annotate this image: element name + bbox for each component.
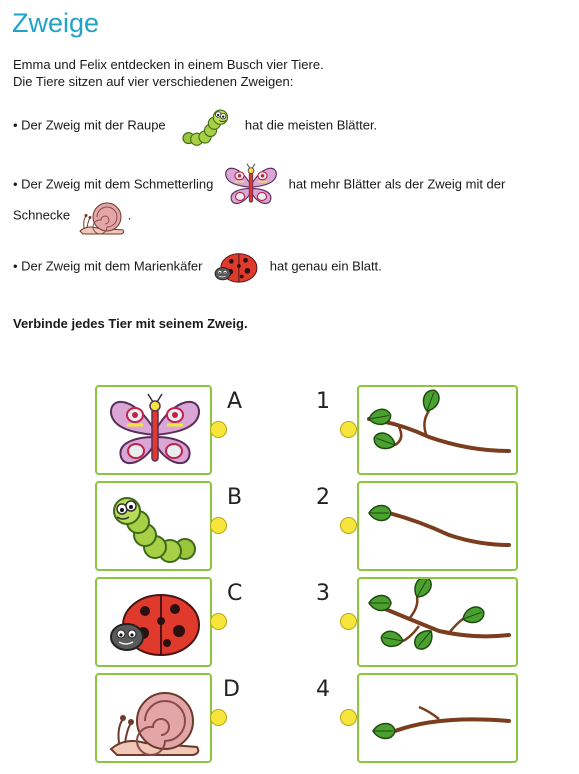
branch-label-1: 1 bbox=[316, 389, 330, 414]
intro-line-2: Die Tiere sitzen auf vier verschiedenen … bbox=[13, 74, 294, 89]
connect-dot-4[interactable] bbox=[340, 709, 357, 726]
clue-2-text-before: • Der Zweig mit dem Schmetterling bbox=[13, 176, 214, 192]
branch-box-1[interactable] bbox=[357, 385, 518, 475]
branch-label-4: 4 bbox=[316, 677, 330, 702]
clue-3-text-after: hat genau ein Blatt. bbox=[269, 258, 382, 274]
connect-dot-C[interactable] bbox=[210, 613, 227, 630]
branch-icon bbox=[366, 387, 511, 453]
connect-dot-D[interactable] bbox=[210, 709, 227, 726]
butterfly-icon bbox=[109, 392, 201, 465]
clue-2-text-after: hat mehr Blätter als der Zweig mit der bbox=[288, 176, 506, 192]
instruction: Verbinde jedes Tier mit seinem Zweig. bbox=[13, 316, 248, 331]
animal-label-A: A bbox=[227, 389, 243, 414]
branch-box-2[interactable] bbox=[357, 481, 518, 571]
clue-2-text-line2: Schnecke bbox=[13, 207, 71, 223]
caterpillar-icon bbox=[113, 497, 196, 563]
page-title: Zweige bbox=[12, 8, 100, 38]
ladybug-icon bbox=[110, 594, 200, 656]
branch-icon bbox=[368, 579, 511, 654]
snail-icon bbox=[110, 692, 200, 756]
snail-icon bbox=[76, 196, 128, 236]
branch-box-3[interactable] bbox=[357, 577, 518, 667]
connect-dot-A[interactable] bbox=[210, 421, 227, 438]
butterfly-icon bbox=[221, 162, 281, 208]
animal-label-D: D bbox=[223, 677, 240, 702]
animal-box-ladybug[interactable] bbox=[95, 577, 212, 667]
ladybug-icon bbox=[210, 248, 262, 286]
branch-box-4[interactable] bbox=[357, 673, 518, 763]
animal-label-C: C bbox=[227, 581, 243, 606]
clue-1-text-after: hat die meisten Blätter. bbox=[244, 117, 378, 133]
animal-box-caterpillar[interactable] bbox=[95, 481, 212, 571]
connect-dot-1[interactable] bbox=[340, 421, 357, 438]
clue-1-text-before: • Der Zweig mit der Raupe bbox=[13, 117, 166, 133]
clue-caterpillar: • Der Zweig mit der Raupe hat die meiste… bbox=[13, 104, 377, 148]
connect-dot-3[interactable] bbox=[340, 613, 357, 630]
branch-label-3: 3 bbox=[316, 581, 330, 606]
caterpillar-icon bbox=[173, 104, 237, 148]
intro-line-1: Emma und Felix entdecken in einem Busch … bbox=[13, 57, 324, 72]
animal-box-snail[interactable] bbox=[95, 673, 212, 763]
clue-3-text-before: • Der Zweig mit dem Marienkäfer bbox=[13, 258, 203, 274]
intro-text: Emma und Felix entdecken in einem Busch … bbox=[13, 56, 324, 90]
connect-dot-B[interactable] bbox=[210, 517, 227, 534]
clue-ladybug: • Der Zweig mit dem Marienkäfer hat gena… bbox=[13, 248, 382, 286]
clue-butterfly: • Der Zweig mit dem Schmetterling hat me… bbox=[13, 162, 573, 208]
branch-label-2: 2 bbox=[316, 485, 330, 510]
animal-label-B: B bbox=[227, 485, 243, 510]
branch-icon bbox=[368, 504, 511, 547]
animal-box-butterfly[interactable] bbox=[95, 385, 212, 475]
clue-snail: Schnecke . bbox=[13, 196, 131, 236]
connect-dot-2[interactable] bbox=[340, 517, 357, 534]
clue-2-text-end: . bbox=[127, 207, 132, 223]
branch-icon bbox=[372, 705, 511, 740]
